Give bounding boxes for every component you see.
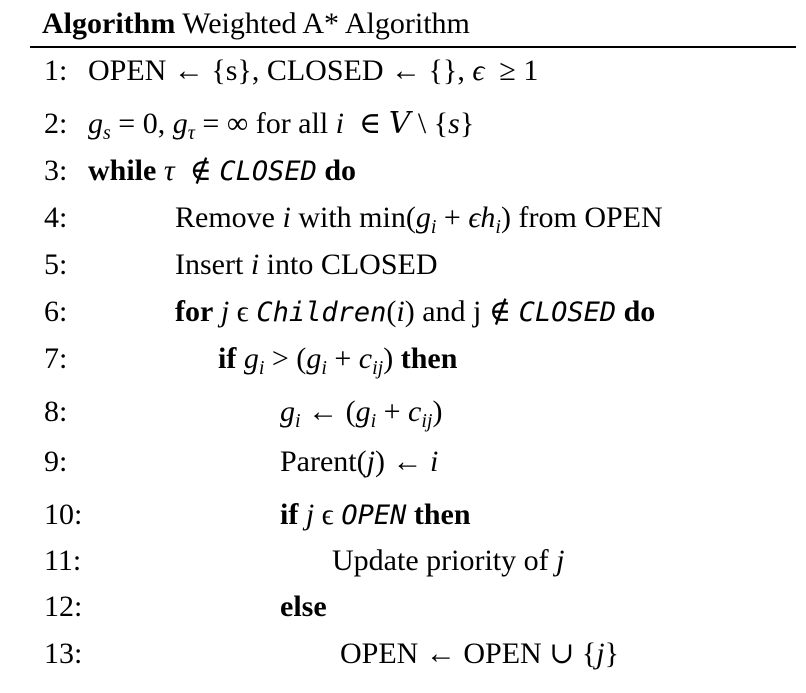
for-keyword: for xyxy=(175,295,214,328)
line-content: if j ϵ OPEN then xyxy=(280,498,471,531)
then-keyword: then xyxy=(413,498,471,531)
open-set-label: OPEN xyxy=(88,54,167,87)
then-keyword: then xyxy=(400,342,458,375)
open-set-label: OPEN xyxy=(584,201,663,234)
if-keyword: if xyxy=(280,498,299,531)
assign-arrow: ← xyxy=(425,637,456,670)
line-content: OPEN ← OPEN ∪ {j} xyxy=(340,637,619,670)
into-text: into xyxy=(266,248,314,281)
caption-rule xyxy=(30,46,796,48)
for-all-text: for all xyxy=(255,107,329,140)
line-content: Update priority of j xyxy=(332,544,565,577)
closed-set-math: CLOSED xyxy=(219,156,317,187)
epsilon-bound: 1 xyxy=(523,54,539,87)
closed-set-math: CLOSED xyxy=(518,297,617,328)
remove-text: Remove xyxy=(175,201,275,234)
and-text: and xyxy=(422,295,466,328)
line-number: 11: xyxy=(44,544,82,577)
line-content: gi ← (gi + cij) xyxy=(280,395,443,432)
with-min-text: with min xyxy=(298,201,406,234)
while-keyword: while xyxy=(88,154,157,187)
line-number: 2: xyxy=(44,107,68,140)
line-number: 9: xyxy=(44,445,68,478)
line-content: Remove i with min(gi + ϵhi) from OPEN xyxy=(175,201,663,238)
line-number: 12: xyxy=(44,590,83,623)
if-keyword: if xyxy=(218,342,237,375)
line-number: 10: xyxy=(44,498,83,531)
line-content: if gi > (gi + cij) then xyxy=(218,342,458,379)
open-set-label: OPEN xyxy=(463,637,542,670)
line-content: while τ ∉ CLOSED do xyxy=(88,154,357,187)
children-function: Children xyxy=(256,297,387,328)
line-number: 8: xyxy=(44,395,68,428)
assign-arrow: ← xyxy=(173,54,204,87)
else-keyword: else xyxy=(280,590,327,623)
closed-set-label: CLOSED xyxy=(320,248,438,281)
line-number: 7: xyxy=(44,342,68,375)
insert-text: Insert xyxy=(175,248,244,281)
zero-value: 0 xyxy=(142,107,158,140)
open-set-label: OPEN xyxy=(340,637,419,670)
parent-text: Parent xyxy=(280,445,357,478)
do-keyword: do xyxy=(324,154,357,187)
line-content: Insert i into CLOSED xyxy=(175,248,438,281)
caption-title: Weighted A* Algorithm xyxy=(182,7,470,40)
geq-symbol: ≥ xyxy=(499,54,516,87)
line-number: 5: xyxy=(44,248,68,281)
line-content: for j ϵ Children(i) and j ∉ CLOSED do xyxy=(175,295,656,328)
caption-keyword: Algorithm xyxy=(42,7,176,40)
algorithm-caption: Algorithm Weighted A* Algorithm xyxy=(42,4,470,44)
assign-arrow: ← xyxy=(308,395,339,428)
from-text: from xyxy=(518,201,577,234)
do-keyword: do xyxy=(623,295,656,328)
line-content: Parent(j) ← i xyxy=(280,445,439,478)
line-number: 4: xyxy=(44,201,68,234)
assign-arrow: ← xyxy=(391,54,422,87)
line-number: 6: xyxy=(44,295,68,328)
infinity-symbol: ∞ xyxy=(226,107,249,140)
closed-set-label: CLOSED xyxy=(266,54,384,87)
line-content: gs = 0, gτ = ∞ for all i ∈ V \ {s} xyxy=(88,106,475,144)
line-content: else xyxy=(280,587,327,627)
line-number: 3: xyxy=(44,154,68,187)
line-content: OPEN ← {s}, CLOSED ← {}, ϵ ≥ 1 xyxy=(88,54,539,87)
update-priority-text: Update priority of xyxy=(332,544,549,577)
line-number: 13: xyxy=(44,637,83,670)
union-symbol: ∪ xyxy=(549,637,575,670)
line-number: 1: xyxy=(44,54,68,87)
assign-arrow: ← xyxy=(392,445,423,478)
open-set-math: OPEN xyxy=(341,500,407,531)
